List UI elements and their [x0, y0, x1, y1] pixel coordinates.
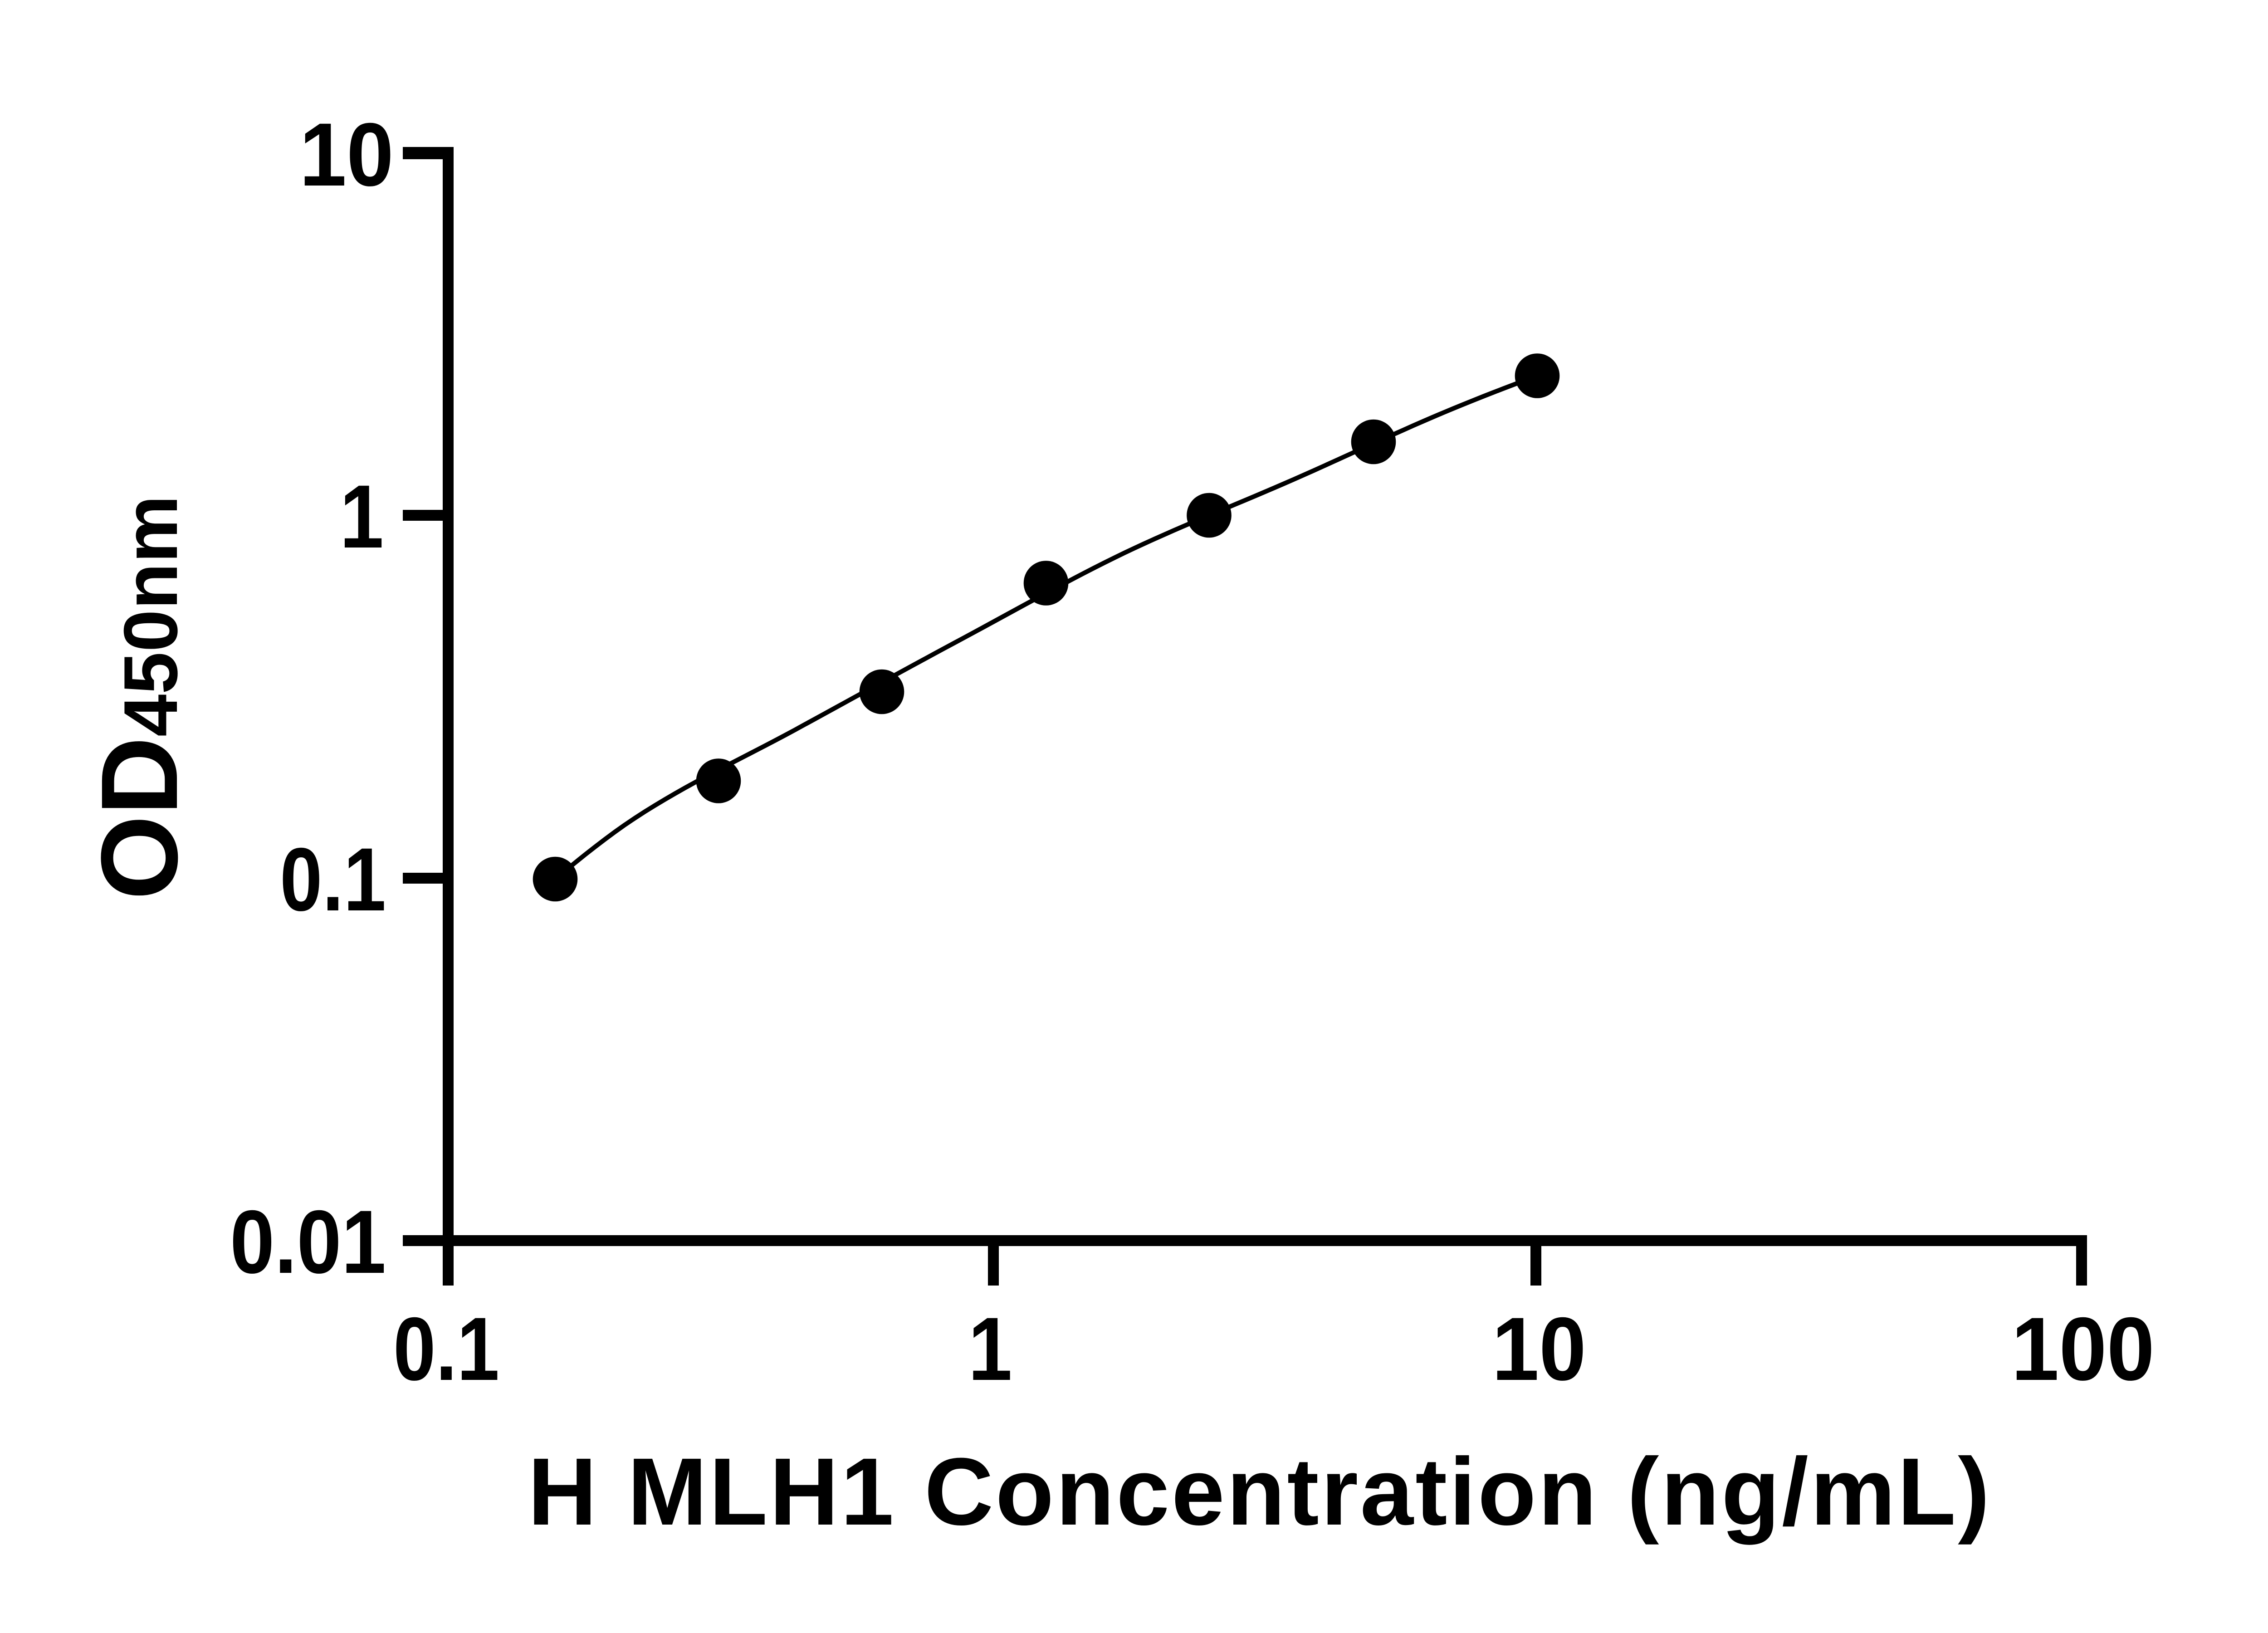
svg-text:10: 10 [1492, 1299, 1586, 1399]
svg-text:0.1: 0.1 [280, 829, 386, 929]
svg-text:0.1: 0.1 [393, 1299, 499, 1399]
svg-text:H MLH1 Concentration (ng/mL): H MLH1 Concentration (ng/mL) [528, 1438, 1990, 1545]
svg-text:1: 1 [340, 466, 384, 567]
svg-text:100: 100 [2011, 1299, 2155, 1399]
svg-text:1: 1 [968, 1299, 1012, 1399]
svg-text:10: 10 [299, 104, 394, 205]
svg-text:0.01: 0.01 [230, 1192, 386, 1292]
